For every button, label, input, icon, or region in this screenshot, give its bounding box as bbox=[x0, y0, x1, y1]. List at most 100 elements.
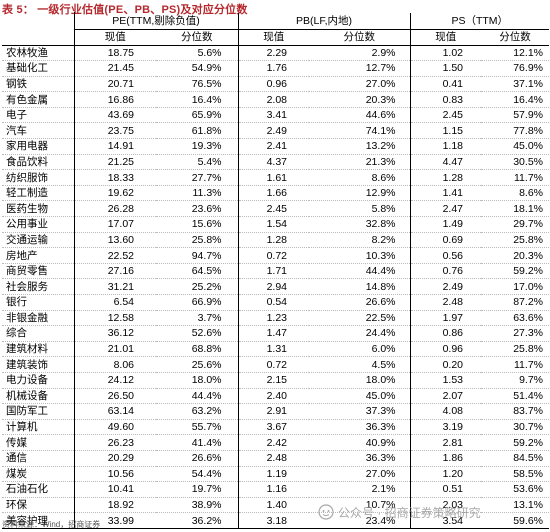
industry-cell: 非银金融 bbox=[2, 310, 75, 327]
ps-percentile-cell: 76.9% bbox=[481, 60, 549, 77]
pe-value-cell: 26.23 bbox=[74, 434, 156, 451]
table-row: 电力设备 24.12 18.0% 2.15 18.0% 1.53 9.7% bbox=[2, 372, 549, 389]
ps-percentile-cell: 30.5% bbox=[481, 154, 549, 171]
ps-percentile-cell: 84.5% bbox=[481, 450, 549, 467]
watermark: 公众号 · 招商证券策略研究 bbox=[318, 502, 481, 522]
pe-value-cell: 19.62 bbox=[74, 185, 156, 202]
pb-value-cell: 1.28 bbox=[238, 232, 309, 249]
pe-percentile-cell: 54.4% bbox=[156, 466, 239, 483]
table-row: 钢铁 20.71 76.5% 0.96 27.0% 0.41 37.1% bbox=[2, 76, 549, 93]
pe-percentile-cell: 66.9% bbox=[156, 294, 239, 311]
corner-cell-bottom bbox=[2, 29, 75, 46]
ps-value-cell: 3.54 bbox=[410, 512, 481, 529]
sub-header-row: 现值 分位数 现值 分位数 现值 分位数 bbox=[2, 29, 549, 46]
industry-cell: 石油石化 bbox=[2, 481, 75, 498]
pb-percentile-cell: 27.0% bbox=[309, 76, 411, 93]
ps-value-cell: 2.47 bbox=[410, 200, 481, 218]
pe-percentile-cell: 55.7% bbox=[156, 419, 239, 436]
pb-value-cell: 2.94 bbox=[238, 278, 309, 295]
pb-value-cell: 1.19 bbox=[238, 466, 309, 483]
pb-value-cell: 1.61 bbox=[238, 169, 309, 186]
table-row: 美容护理 33.99 36.2% 3.18 23.4% 3.54 59.6% bbox=[2, 512, 549, 529]
ps-value-cell: 0.51 bbox=[410, 481, 481, 498]
pb-percentile-cell: 44.4% bbox=[309, 263, 411, 280]
table-row: 综合 36.12 52.6% 1.47 24.4% 0.86 27.3% bbox=[2, 325, 549, 342]
pb-value-cell: 2.15 bbox=[238, 372, 309, 389]
pe-value-cell: 49.60 bbox=[74, 419, 156, 436]
industry-cell: 食品饮料 bbox=[2, 154, 75, 171]
ps-percentile-cell: 59.2% bbox=[481, 263, 549, 280]
pe-percentile-cell: 61.8% bbox=[156, 122, 239, 140]
pe-value-cell: 21.25 bbox=[74, 154, 156, 171]
ps-percentile-cell: 12.1% bbox=[481, 45, 549, 62]
pb-value-cell: 2.42 bbox=[238, 434, 309, 451]
pe-value-cell: 10.41 bbox=[74, 481, 156, 498]
pb-percentile-cell: 5.8% bbox=[309, 200, 411, 218]
pb-value-cell: 2.29 bbox=[238, 45, 309, 62]
ps-percentile-cell: 25.8% bbox=[481, 341, 549, 358]
pe-value-cell: 23.75 bbox=[74, 122, 156, 140]
industry-cell: 轻工制造 bbox=[2, 185, 75, 202]
ps-percentile-cell: 37.1% bbox=[481, 76, 549, 93]
pe-percentile-cell: 3.7% bbox=[156, 310, 239, 327]
pe-value-cell: 6.54 bbox=[74, 294, 156, 311]
pb-percentile-cell: 27.0% bbox=[309, 466, 411, 483]
table-row: 汽车 23.75 61.8% 2.49 74.1% 1.15 77.8% bbox=[2, 122, 549, 140]
ps-percentile-cell: 11.7% bbox=[481, 356, 549, 373]
ps-percentile-cell: 77.8% bbox=[481, 122, 549, 140]
industry-cell: 美容护理 bbox=[2, 512, 75, 529]
ps-value-cell: 2.45 bbox=[410, 107, 481, 124]
ps-percentile-cell: 20.3% bbox=[481, 247, 549, 264]
ps-value-cell: 4.47 bbox=[410, 154, 481, 171]
pe-value-cell: 27.16 bbox=[74, 263, 156, 280]
pb-percentile-cell: 24.4% bbox=[309, 325, 411, 342]
pe-value-cell: 13.60 bbox=[74, 232, 156, 249]
pb-percentile-cell: 21.3% bbox=[309, 154, 411, 171]
ps-value-cell: 1.97 bbox=[410, 310, 481, 327]
pe-value-cell: 20.29 bbox=[74, 450, 156, 467]
pe-value-cell: 8.06 bbox=[74, 356, 156, 373]
ps-percentile-cell: 58.5% bbox=[481, 466, 549, 483]
ps-value-cell: 1.53 bbox=[410, 372, 481, 389]
pb-percentile-cell: 36.3% bbox=[309, 450, 411, 467]
table-row: 纺织服饰 18.33 27.7% 1.61 8.6% 1.28 11.7% bbox=[2, 169, 549, 186]
industry-cell: 国防军工 bbox=[2, 403, 75, 420]
pb-value-cell: 2.45 bbox=[238, 200, 309, 218]
ps-percentile-cell: 17.0% bbox=[481, 278, 549, 295]
pb-percentile-cell: 10.7% bbox=[309, 497, 411, 514]
pb-value-cell: 1.66 bbox=[238, 185, 309, 202]
ps-percentile-cell: 53.6% bbox=[481, 481, 549, 498]
pe-value-cell: 33.99 bbox=[74, 512, 156, 529]
ps-value-cell: 1.50 bbox=[410, 60, 481, 77]
pe-percentile-cell: 26.6% bbox=[156, 450, 239, 467]
industry-cell: 机械设备 bbox=[2, 388, 75, 405]
pe-percentile-cell: 5.4% bbox=[156, 154, 239, 171]
industry-cell: 通信 bbox=[2, 450, 75, 467]
table-row: 建筑材料 21.01 68.8% 1.31 6.0% 0.96 25.8% bbox=[2, 341, 549, 358]
pb-percentile-cell: 45.0% bbox=[309, 388, 411, 405]
table-row: 公用事业 17.07 15.6% 1.54 32.8% 1.49 29.7% bbox=[2, 216, 549, 233]
pb-percentile-cell: 40.9% bbox=[309, 434, 411, 451]
pe-value-cell: 26.28 bbox=[74, 200, 156, 218]
table-row: 交通运输 13.60 25.8% 1.28 8.2% 0.69 25.8% bbox=[2, 232, 549, 249]
pe-percentile-cell: 16.4% bbox=[156, 91, 239, 108]
ps-value-cell: 0.96 bbox=[410, 341, 481, 358]
pe-value-cell: 20.71 bbox=[74, 76, 156, 93]
pe-percentile-cell: 18.0% bbox=[156, 372, 239, 389]
pe-percentile-cell: 64.5% bbox=[156, 263, 239, 280]
table-row: 银行 6.54 66.9% 0.54 26.6% 2.48 87.2% bbox=[2, 294, 549, 311]
ps-value-cell: 4.08 bbox=[410, 403, 481, 420]
pb-percentile-cell: 36.3% bbox=[309, 419, 411, 436]
industry-cell: 建筑装饰 bbox=[2, 356, 75, 373]
ps-value-cell: 1.86 bbox=[410, 450, 481, 467]
ps-percentile-cell: 59.2% bbox=[481, 434, 549, 451]
industry-cell: 纺织服饰 bbox=[2, 169, 75, 186]
industry-cell: 银行 bbox=[2, 294, 75, 311]
sub-header-pb-percentile: 分位数 bbox=[309, 29, 411, 46]
pb-value-cell: 1.40 bbox=[238, 497, 309, 514]
pe-value-cell: 36.12 bbox=[74, 325, 156, 342]
ps-percentile-cell: 45.0% bbox=[481, 138, 549, 155]
watermark-text: 公众号 · 招商证券策略研究 bbox=[338, 505, 481, 520]
group-header-ps: PS（TTM） bbox=[410, 12, 549, 30]
ps-value-cell: 1.18 bbox=[410, 138, 481, 155]
